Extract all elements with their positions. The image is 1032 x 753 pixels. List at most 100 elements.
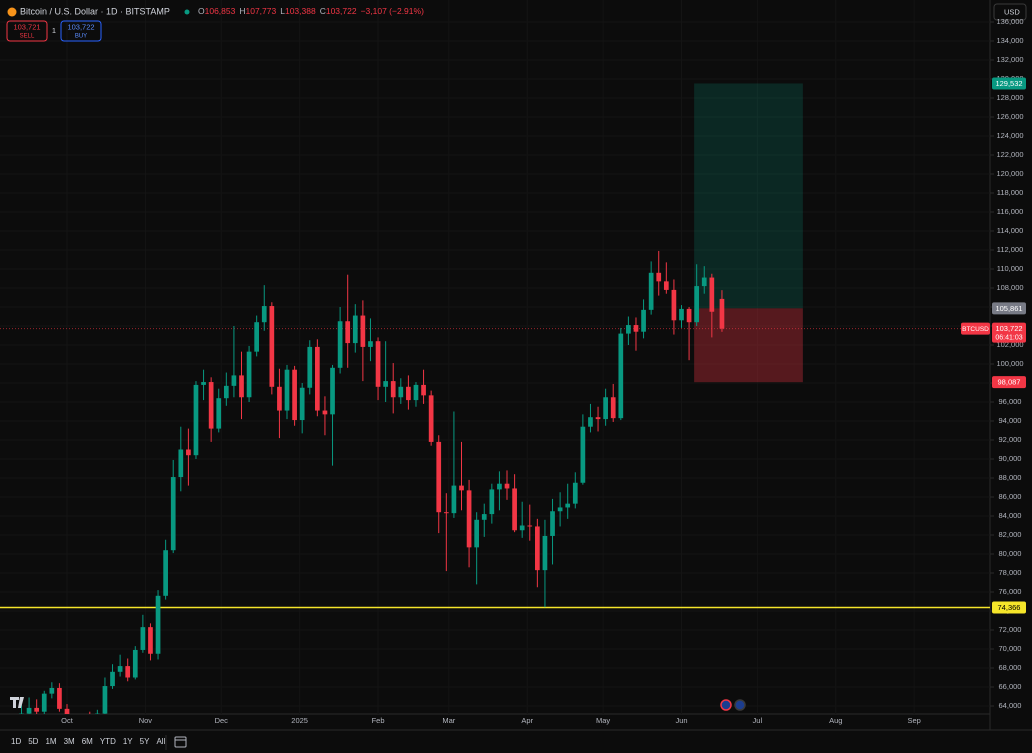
- candle-body: [451, 485, 457, 514]
- candle-body: [512, 488, 517, 531]
- y-tick-label: 96,000: [999, 397, 1022, 406]
- y-tick-label: 78,000: [999, 568, 1022, 577]
- ohlc-key: C: [320, 6, 326, 16]
- candle-body: [284, 369, 290, 411]
- candle-body: [436, 441, 442, 513]
- range-button[interactable]: 3M: [64, 737, 75, 746]
- ohlc-value: 106,853: [205, 6, 236, 16]
- profit-zone[interactable]: [694, 83, 803, 309]
- range-button[interactable]: 6M: [82, 737, 93, 746]
- candle-body: [352, 315, 358, 344]
- candle-body: [368, 341, 373, 347]
- y-tick-label: 114,000: [997, 226, 1024, 235]
- candle-body: [148, 627, 153, 654]
- candle-body: [519, 525, 525, 531]
- range-button[interactable]: 5D: [28, 737, 38, 746]
- candle-body: [201, 382, 206, 385]
- candle-body: [292, 369, 297, 421]
- y-tick-label: 82,000: [999, 530, 1022, 539]
- y-tick-label: 118,000: [997, 188, 1024, 197]
- candle-body: [102, 686, 108, 714]
- y-tick-label: 84,000: [999, 511, 1022, 520]
- candle-body: [140, 627, 146, 650]
- loss-zone[interactable]: [694, 308, 803, 383]
- symbol-tag: BTCUSD: [962, 326, 989, 333]
- quantity: 1: [52, 26, 56, 35]
- ohlc-legend: O106,853 H107,773 L103,388 C103,722 −3,107 (…: [198, 6, 424, 16]
- candle-body: [428, 395, 434, 442]
- candle-body: [269, 306, 275, 387]
- sell-button[interactable]: [6, 20, 48, 42]
- candle-body: [345, 321, 351, 344]
- x-tick-label: Apr: [521, 716, 533, 725]
- ohlc-value: 107,773: [246, 6, 277, 16]
- candle-body: [565, 503, 571, 508]
- x-tick-label: Mar: [442, 716, 455, 725]
- x-tick-label: Aug: [829, 716, 842, 725]
- target-label-bg: [992, 77, 1026, 90]
- candle-body: [315, 346, 320, 411]
- range-button[interactable]: 5Y: [140, 737, 150, 746]
- candle-body: [474, 519, 480, 548]
- y-tick-label: 132,000: [996, 55, 1023, 64]
- y-tick-label: 136,000: [996, 17, 1023, 26]
- candle-body: [572, 482, 578, 504]
- candle-body: [406, 386, 411, 401]
- candle-body: [49, 687, 55, 694]
- market-status: [184, 9, 190, 15]
- range-button[interactable]: All: [156, 737, 165, 746]
- target-label: 129,532: [995, 79, 1022, 88]
- candle-body: [64, 708, 70, 714]
- buy-button[interactable]: [60, 20, 102, 42]
- candle-body: [360, 315, 366, 347]
- x-tick-label: Jul: [753, 716, 763, 725]
- event-flag[interactable]: [720, 699, 732, 711]
- candle-body: [223, 385, 229, 399]
- candle-body: [686, 308, 692, 323]
- x-tick-label: Nov: [139, 716, 153, 725]
- range-button[interactable]: 1M: [45, 737, 56, 746]
- candle-body: [542, 535, 548, 571]
- candle-body: [557, 507, 563, 512]
- ui: Bitcoin / U.S. Dollar · 1D · BITSTAMP O1…: [6, 3, 1027, 750]
- range-button[interactable]: 1Y: [123, 737, 133, 746]
- x-tick-label: Sep: [907, 716, 920, 725]
- candle-body: [421, 384, 426, 396]
- candle-body: [322, 410, 328, 415]
- candle-body: [656, 272, 662, 282]
- ohlc-key: O: [198, 6, 205, 16]
- y-tick-label: 64,000: [999, 701, 1022, 710]
- y-tick-label: 94,000: [999, 416, 1022, 425]
- symbol-icon: [7, 7, 17, 17]
- y-tick-label: 68,000: [999, 663, 1022, 672]
- range-button[interactable]: YTD: [100, 737, 116, 746]
- horizontal-line-label-bg: [992, 601, 1026, 614]
- sell-label: SELL: [20, 34, 35, 40]
- currency-button[interactable]: [993, 3, 1027, 21]
- countdown: 06:41:03: [995, 334, 1022, 341]
- candle-body: [337, 321, 343, 368]
- y-tick-label: 108,000: [996, 283, 1023, 292]
- candle-body: [178, 449, 184, 478]
- y-tick-label: 134,000: [996, 36, 1023, 45]
- ohlc-key: H: [239, 6, 245, 16]
- candle-body: [497, 483, 502, 490]
- candle-body: [239, 375, 244, 398]
- range-button[interactable]: 1D: [11, 737, 21, 746]
- x-tick-label: Dec: [215, 716, 229, 725]
- candle-body: [550, 511, 555, 536]
- candle-body: [34, 707, 40, 712]
- candle-body: [193, 384, 199, 456]
- y-tick-label: 86,000: [999, 492, 1022, 501]
- date-range-icon[interactable]: [174, 736, 187, 748]
- event-flag[interactable]: [734, 699, 746, 711]
- x-tick-label: Jun: [675, 716, 687, 725]
- candle-body: [132, 649, 138, 678]
- candle-body: [125, 666, 131, 678]
- candle-body: [307, 346, 313, 388]
- symbol-tag-bg: [961, 322, 990, 335]
- candle-body: [701, 277, 707, 287]
- candle-body: [95, 713, 100, 714]
